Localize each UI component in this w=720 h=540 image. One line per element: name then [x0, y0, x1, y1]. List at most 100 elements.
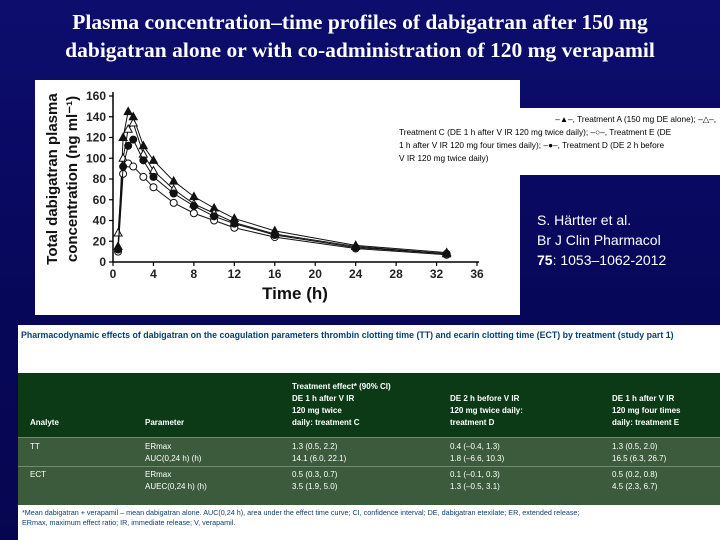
x-tick-label: 28	[389, 267, 403, 281]
y-tick-label: 160	[86, 89, 106, 103]
data-point-4	[230, 219, 239, 228]
table-body: Treatment effect* (90% CI) DE 1 h after …	[18, 373, 720, 505]
data-point-2	[123, 123, 134, 133]
row-3-c: 0.5 (0.3, 0.7)	[292, 470, 338, 479]
y-tick-label: 20	[93, 234, 107, 248]
legend-line-4: V IR 120 mg twice daily)	[399, 153, 489, 163]
data-point-3	[129, 162, 138, 171]
citation-authors: S. Härtter et al.	[537, 212, 632, 228]
data-point-4	[114, 245, 123, 254]
super-header: Treatment effect* (90% CI)	[292, 382, 391, 391]
data-point-3	[169, 198, 178, 207]
slide-title-line-1: Plasma concentration–time profiles of da…	[72, 10, 648, 34]
legend-line-2: Treatment C (DE 1 h after V IR 120 mg tw…	[399, 127, 672, 137]
row-3-analyte: ECT	[30, 470, 46, 479]
data-point-3	[139, 172, 148, 181]
series-line-3	[117, 162, 447, 256]
data-point-4	[270, 231, 279, 240]
col-d-header-3: treatment D	[450, 418, 495, 427]
data-point-4	[129, 135, 138, 144]
data-point-1	[189, 191, 199, 201]
row-1-d: 0.4 (–0.4, 1.3)	[450, 442, 500, 451]
y-tick-label: 120	[86, 131, 106, 145]
col-c-header-2: 120 mg twice	[292, 406, 342, 415]
data-point-4	[442, 249, 451, 258]
y-axis-label-line-1: Total dabigatran plasma	[44, 93, 61, 265]
y-tick-label: 40	[93, 214, 107, 228]
col-c-header-3: daily: treatment C	[292, 418, 360, 427]
data-point-4	[169, 189, 178, 198]
data-point-1	[123, 106, 134, 116]
data-point-3	[189, 209, 198, 218]
row-3-e: 0.5 (0.2, 0.8)	[612, 470, 658, 479]
row-3-d: 0.1 (–0.1, 0.3)	[450, 470, 500, 479]
row-2-c: 14.1 (6.0, 22.1)	[292, 454, 347, 463]
header-rule	[18, 437, 720, 438]
data-point-4	[119, 162, 128, 171]
data-point-4	[210, 212, 219, 221]
data-point-2	[113, 227, 123, 237]
citation-volume-pages: 75: 1053–1062-2012	[537, 250, 666, 270]
citation-journal: Br J Clin Pharmacol	[537, 232, 661, 248]
y-tick-label: 80	[93, 172, 107, 186]
row-1-c: 1.3 (0.5, 2.2)	[292, 442, 338, 451]
row-3-parameter: ERmax	[145, 470, 172, 479]
x-tick-label: 12	[228, 267, 242, 281]
x-tick-label: 0	[110, 267, 117, 281]
concentration-time-chart: 0 20 40 60 80 100 120 140 160 0 4 8 12 16 20 24 28 32 36 Ti…	[44, 89, 484, 303]
legend-line-1: –▲–, Treatment A (150 mg DE alone); –△–,	[555, 114, 716, 124]
col-d-header-2: 120 mg twice daily:	[450, 406, 523, 415]
data-point-3	[149, 183, 158, 192]
slide-title-line-2: dabigatran alone or with co-administrati…	[65, 38, 655, 62]
data-point-4	[124, 141, 133, 150]
data-point-2	[128, 117, 139, 127]
col-d-header-1: DE 2 h before V IR	[450, 394, 520, 403]
legend-line-3: 1 h after V IR 120 mg four times daily);…	[399, 140, 665, 150]
table-header-band	[18, 373, 720, 437]
data-point-4	[139, 156, 148, 165]
col-c-header-1: DE 1 h after V IR	[292, 394, 355, 403]
x-tick-label: 16	[268, 267, 282, 281]
y-tick-label: 0	[99, 255, 106, 269]
row-4-parameter: AUEC(0,24 h) (h)	[145, 482, 207, 491]
x-axis-label: Time (h)	[262, 284, 328, 303]
table-footnote: *Mean dabigatran + verapamil – mean dabi…	[22, 508, 716, 528]
y-axis-label-line-2: concentration (ng ml⁻¹)	[64, 96, 81, 262]
row-1-parameter: ERmax	[145, 442, 172, 451]
row-4-d: 1.3 (–0.5, 3.1)	[450, 482, 500, 491]
data-point-1	[118, 132, 128, 141]
x-tick-label: 32	[430, 267, 444, 281]
data-point-4	[149, 172, 158, 181]
slide-title: Plasma concentration–time profiles of da…	[0, 8, 720, 64]
table-footnote-line-1: *Mean dabigatran + verapamil – mean dabi…	[22, 508, 580, 517]
col-e-header-1: DE 1 h after V IR	[612, 394, 675, 403]
data-point-1	[168, 175, 179, 185]
x-tick-label: 4	[150, 267, 157, 281]
col-analyte-header: Analyte	[30, 418, 59, 427]
pd-effects-table: Pharmacodynamic effects of dabigatran on…	[18, 325, 720, 540]
y-tick-label: 140	[86, 110, 106, 124]
chart-legend: –▲–, Treatment A (150 mg DE alone); –△–,…	[395, 108, 720, 175]
table-footnote-line-2: ERmax, maximum effect ratio; IR, immedia…	[22, 518, 236, 527]
citation: S. Härtter et al. Br J Clin Pharmacol 75…	[537, 210, 666, 270]
x-tick-label: 20	[309, 267, 323, 281]
citation-pages: : 1053–1062-2012	[552, 252, 667, 268]
data-point-1	[148, 155, 159, 164]
citation-volume: 75	[537, 252, 553, 268]
y-tick-label: 100	[86, 151, 106, 165]
col-e-header-3: daily: treatment E	[612, 418, 680, 427]
x-tick-label: 8	[191, 267, 198, 281]
data-point-4	[351, 243, 360, 252]
table-caption: Pharmacodynamic effects of dabigatran on…	[21, 330, 674, 340]
x-tick-label: 36	[470, 267, 484, 281]
row-2-d: 1.8 (–6.6, 10.3)	[450, 454, 505, 463]
row-1-analyte: TT	[30, 442, 40, 451]
row-4-c: 3.5 (1.9, 5.0)	[292, 482, 338, 491]
y-tick-label: 60	[93, 193, 107, 207]
col-parameter-header: Parameter	[145, 418, 185, 427]
row-2-parameter: AUC(0,24 h) (h)	[145, 454, 202, 463]
x-tick-label: 24	[349, 267, 363, 281]
row-4-e: 4.5 (2.3, 6.7)	[612, 482, 658, 491]
col-e-header-2: 120 mg four times	[612, 406, 681, 415]
row-2-e: 16.5 (6.3, 26.7)	[612, 454, 667, 463]
